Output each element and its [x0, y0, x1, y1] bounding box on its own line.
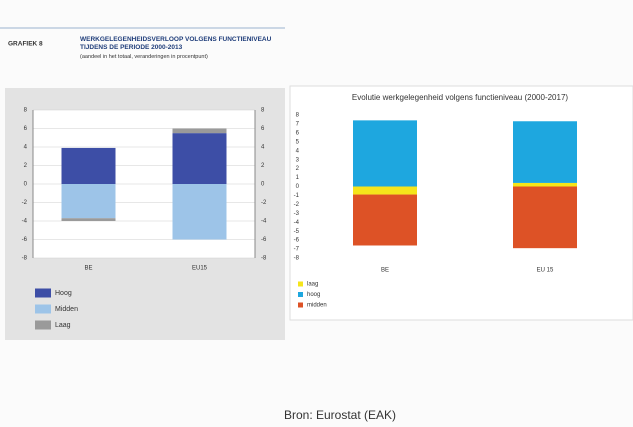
y-tick-label: -3 — [294, 211, 300, 217]
legend-label: midden — [307, 303, 327, 309]
y-tick-label: 7 — [296, 122, 300, 128]
bar-segment — [513, 186, 577, 249]
bar-segment — [172, 128, 227, 134]
y-tick-label: 5 — [296, 139, 300, 145]
y-tick-label: 8 — [24, 108, 28, 114]
chart-title: WERKGELEGENHEIDSVERLOOP VOLGENS FUNCTIEN… — [80, 36, 272, 51]
legend-label: Laag — [55, 322, 71, 329]
y2-tick-label: -2 — [261, 200, 267, 206]
y-tick-label: -6 — [22, 237, 28, 243]
y-tick-label: -4 — [294, 220, 300, 226]
y2-tick-label: 8 — [261, 108, 265, 114]
legend-label: Hoog — [55, 290, 72, 297]
legend-label: Midden — [55, 306, 78, 313]
y2-tick-label: 0 — [261, 182, 265, 188]
chart-subtitle: (aandeel in het totaal, veranderingen in… — [80, 54, 208, 60]
x-tick-label: EU15 — [192, 266, 208, 272]
bar-segment — [172, 184, 227, 240]
y-tick-label: -1 — [294, 193, 300, 199]
x-tick-label: BE — [381, 268, 389, 274]
y2-tick-label: -4 — [261, 219, 267, 225]
bar-segment — [353, 194, 417, 246]
y-tick-label: 2 — [296, 166, 300, 172]
y-tick-label: -5 — [294, 229, 300, 235]
bar-segment — [513, 182, 577, 187]
source: Bron: Eurostat (EAK) — [284, 408, 396, 422]
bar-segment — [513, 121, 577, 183]
y-tick-label: 0 — [24, 182, 28, 188]
y-tick-label: -8 — [22, 256, 28, 262]
y-tick-label: -7 — [294, 247, 300, 253]
legend-swatch — [298, 302, 303, 308]
y-tick-label: -2 — [22, 200, 28, 206]
bar-segment — [61, 184, 116, 219]
bar-segment — [353, 120, 417, 187]
chart-title: Evolutie werkgelegenheid volgens functie… — [352, 93, 568, 102]
x-tick-label: EU 15 — [537, 268, 554, 274]
y2-tick-label: 4 — [261, 145, 265, 151]
legend-label: laag — [307, 282, 318, 288]
y-tick-label: -6 — [294, 238, 300, 244]
y2-tick-label: 6 — [261, 126, 265, 132]
y-tick-label: -8 — [294, 256, 300, 262]
legend-swatch — [298, 292, 303, 297]
legend-swatch — [35, 288, 51, 298]
bar-segment — [172, 133, 227, 184]
y-tick-label: 0 — [296, 184, 300, 190]
y-tick-label: 4 — [24, 145, 28, 151]
bar-segment — [353, 186, 417, 195]
header-box: WERKGELEGENHEIDSVERLOOP VOLGENS FUNCTIEN… — [80, 36, 272, 60]
legend-swatch — [298, 281, 303, 287]
y-tick-label: 4 — [296, 148, 300, 154]
y-tick-label: 3 — [296, 157, 300, 163]
chart-label: GRAFIEK 8 — [8, 41, 43, 48]
y2-tick-label: -6 — [261, 237, 267, 243]
bar-segment — [61, 218, 116, 221]
y-tick-label: 1 — [296, 175, 300, 181]
y2-tick-label: -8 — [261, 256, 267, 262]
bar-segment — [61, 147, 116, 184]
legend-swatch — [35, 320, 51, 330]
y-tick-label: 8 — [296, 113, 300, 119]
y-tick-label: 2 — [24, 163, 28, 169]
y2-tick-label: 2 — [261, 163, 265, 169]
legend-label: hoog — [307, 292, 320, 298]
y-tick-label: 6 — [296, 130, 300, 136]
x-tick-label: BE — [84, 266, 92, 272]
y-tick-label: 6 — [24, 126, 28, 132]
y-tick-label: -2 — [294, 202, 300, 208]
y-tick-label: -4 — [22, 219, 28, 225]
legend-swatch — [35, 304, 51, 314]
